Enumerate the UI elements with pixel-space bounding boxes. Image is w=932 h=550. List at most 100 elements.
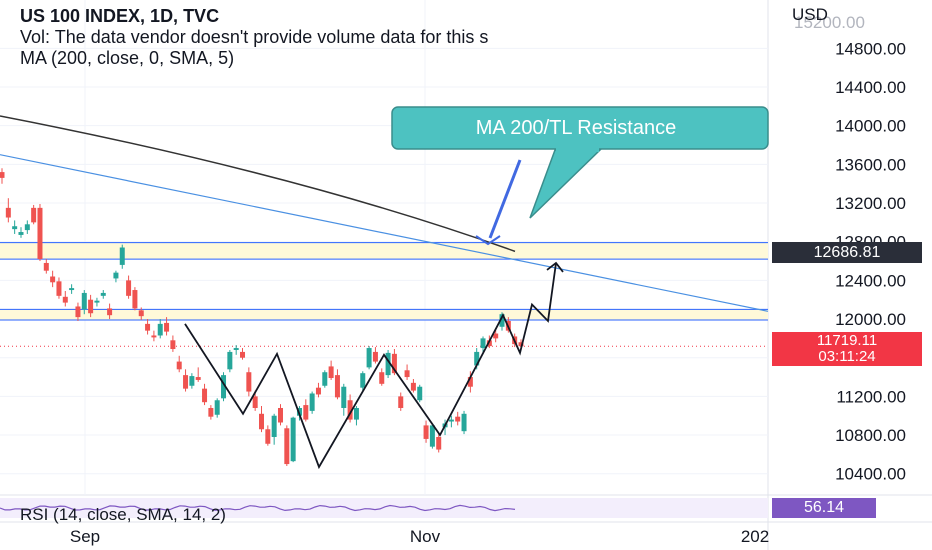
last-price-badge: 11719.11 03:11:24 xyxy=(772,332,922,366)
pointer-arrow xyxy=(488,159,522,239)
time-label: Sep xyxy=(70,527,100,546)
candle-body xyxy=(404,370,410,378)
candle-body xyxy=(480,338,486,349)
symbol-title[interactable]: US 100 INDEX, 1D, TVC xyxy=(20,6,220,26)
candle-body xyxy=(12,226,18,230)
candle-body xyxy=(164,322,170,332)
candle-body xyxy=(379,372,385,384)
candle-body xyxy=(303,405,309,420)
price-label: 12000.00 xyxy=(835,310,906,329)
rsi-legend[interactable]: RSI (14, close, SMA, 14, 2) xyxy=(20,505,226,524)
candle-body xyxy=(353,407,359,420)
candle-body xyxy=(347,400,353,420)
volume-legend: Vol: The data vendor doesn't provide vol… xyxy=(20,27,489,47)
rsi-line xyxy=(0,504,516,512)
price-label: 10800.00 xyxy=(835,426,906,445)
pattern-path xyxy=(184,262,557,470)
candle-body xyxy=(113,272,119,279)
candle-body xyxy=(385,352,391,376)
candle-body xyxy=(0,172,5,178)
candle-body xyxy=(195,377,201,380)
price-label: 14400.00 xyxy=(835,78,906,97)
candle-body xyxy=(43,262,49,271)
candle-body xyxy=(372,351,378,362)
callout-tail-join xyxy=(556,146,599,152)
price-label: 12400.00 xyxy=(835,271,906,290)
candle-body xyxy=(322,372,328,386)
rsi-pane xyxy=(0,498,768,518)
candle-body xyxy=(50,276,56,283)
candles xyxy=(0,168,524,466)
price-label-partial: 15200.00 xyxy=(794,13,865,32)
candle-body xyxy=(391,353,397,374)
ma200-line xyxy=(0,115,516,253)
candle-body xyxy=(493,333,499,339)
candle-body xyxy=(157,323,163,336)
candle-body xyxy=(290,417,296,462)
candle-body xyxy=(94,300,100,303)
callout-tail xyxy=(529,149,602,219)
candle-body xyxy=(227,351,233,370)
candle-body xyxy=(132,290,138,309)
candle-body xyxy=(474,351,480,366)
candle-body xyxy=(252,396,258,408)
candle-body xyxy=(259,413,264,430)
resistance-zone xyxy=(0,309,768,321)
rsi-value-badge: 56.14 xyxy=(772,498,876,518)
candle-body xyxy=(100,292,106,296)
candle-body xyxy=(221,375,227,399)
bar-countdown: 03:11:24 xyxy=(818,348,876,365)
time-axis[interactable]: Sep Nov 202 xyxy=(70,527,769,546)
candle-body xyxy=(265,429,271,444)
annotation-callout[interactable]: MA 200/TL Resistance xyxy=(391,106,769,246)
candle-body xyxy=(208,407,214,417)
candle-body xyxy=(183,375,189,389)
price-label: 14800.00 xyxy=(835,39,906,58)
candle-body xyxy=(284,428,290,465)
time-label: Nov xyxy=(410,527,441,546)
candle-body xyxy=(233,348,239,350)
candle-body xyxy=(189,376,195,386)
ma-legend[interactable]: MA (200, close, 0, SMA, 5) xyxy=(20,48,235,68)
candle-body xyxy=(24,224,30,231)
candle-body xyxy=(436,436,442,450)
candle-body xyxy=(309,393,315,411)
rsi-band xyxy=(0,498,768,518)
candle-body xyxy=(75,306,81,318)
candle-body xyxy=(246,372,252,392)
last-price-value: 11719.11 xyxy=(816,332,878,349)
candle-body xyxy=(81,292,87,310)
currency-label[interactable]: USD xyxy=(792,5,828,24)
candle-body xyxy=(315,387,321,395)
price-label: 13600.00 xyxy=(835,155,906,174)
candle-body xyxy=(240,351,246,358)
price-label: 13200.00 xyxy=(835,194,906,213)
candle-body xyxy=(138,310,144,317)
candle-body xyxy=(398,396,404,408)
descending-trendline xyxy=(0,154,769,312)
candle-body xyxy=(37,207,43,260)
candle-body xyxy=(467,377,473,387)
candle-body xyxy=(486,340,492,347)
price-label: 14000.00 xyxy=(835,117,906,136)
indicator-lines xyxy=(0,115,769,347)
price-label: 11200.00 xyxy=(836,387,906,406)
candle-body xyxy=(334,375,340,398)
candle-body xyxy=(448,419,454,422)
candle-body xyxy=(410,382,416,391)
candle-body xyxy=(88,299,94,314)
candle-body xyxy=(145,323,151,331)
price-label: 10400.00 xyxy=(835,465,906,484)
candle-body xyxy=(170,340,176,350)
candle-body xyxy=(423,425,429,439)
candle-body xyxy=(18,232,24,235)
drawings xyxy=(184,261,564,470)
candle-body xyxy=(360,373,366,388)
resistance-zone xyxy=(0,242,768,260)
callout-text: MA 200/TL Resistance xyxy=(476,117,676,139)
candle-body xyxy=(429,425,435,447)
candle-body xyxy=(56,281,62,296)
resistance-zones xyxy=(0,242,768,321)
